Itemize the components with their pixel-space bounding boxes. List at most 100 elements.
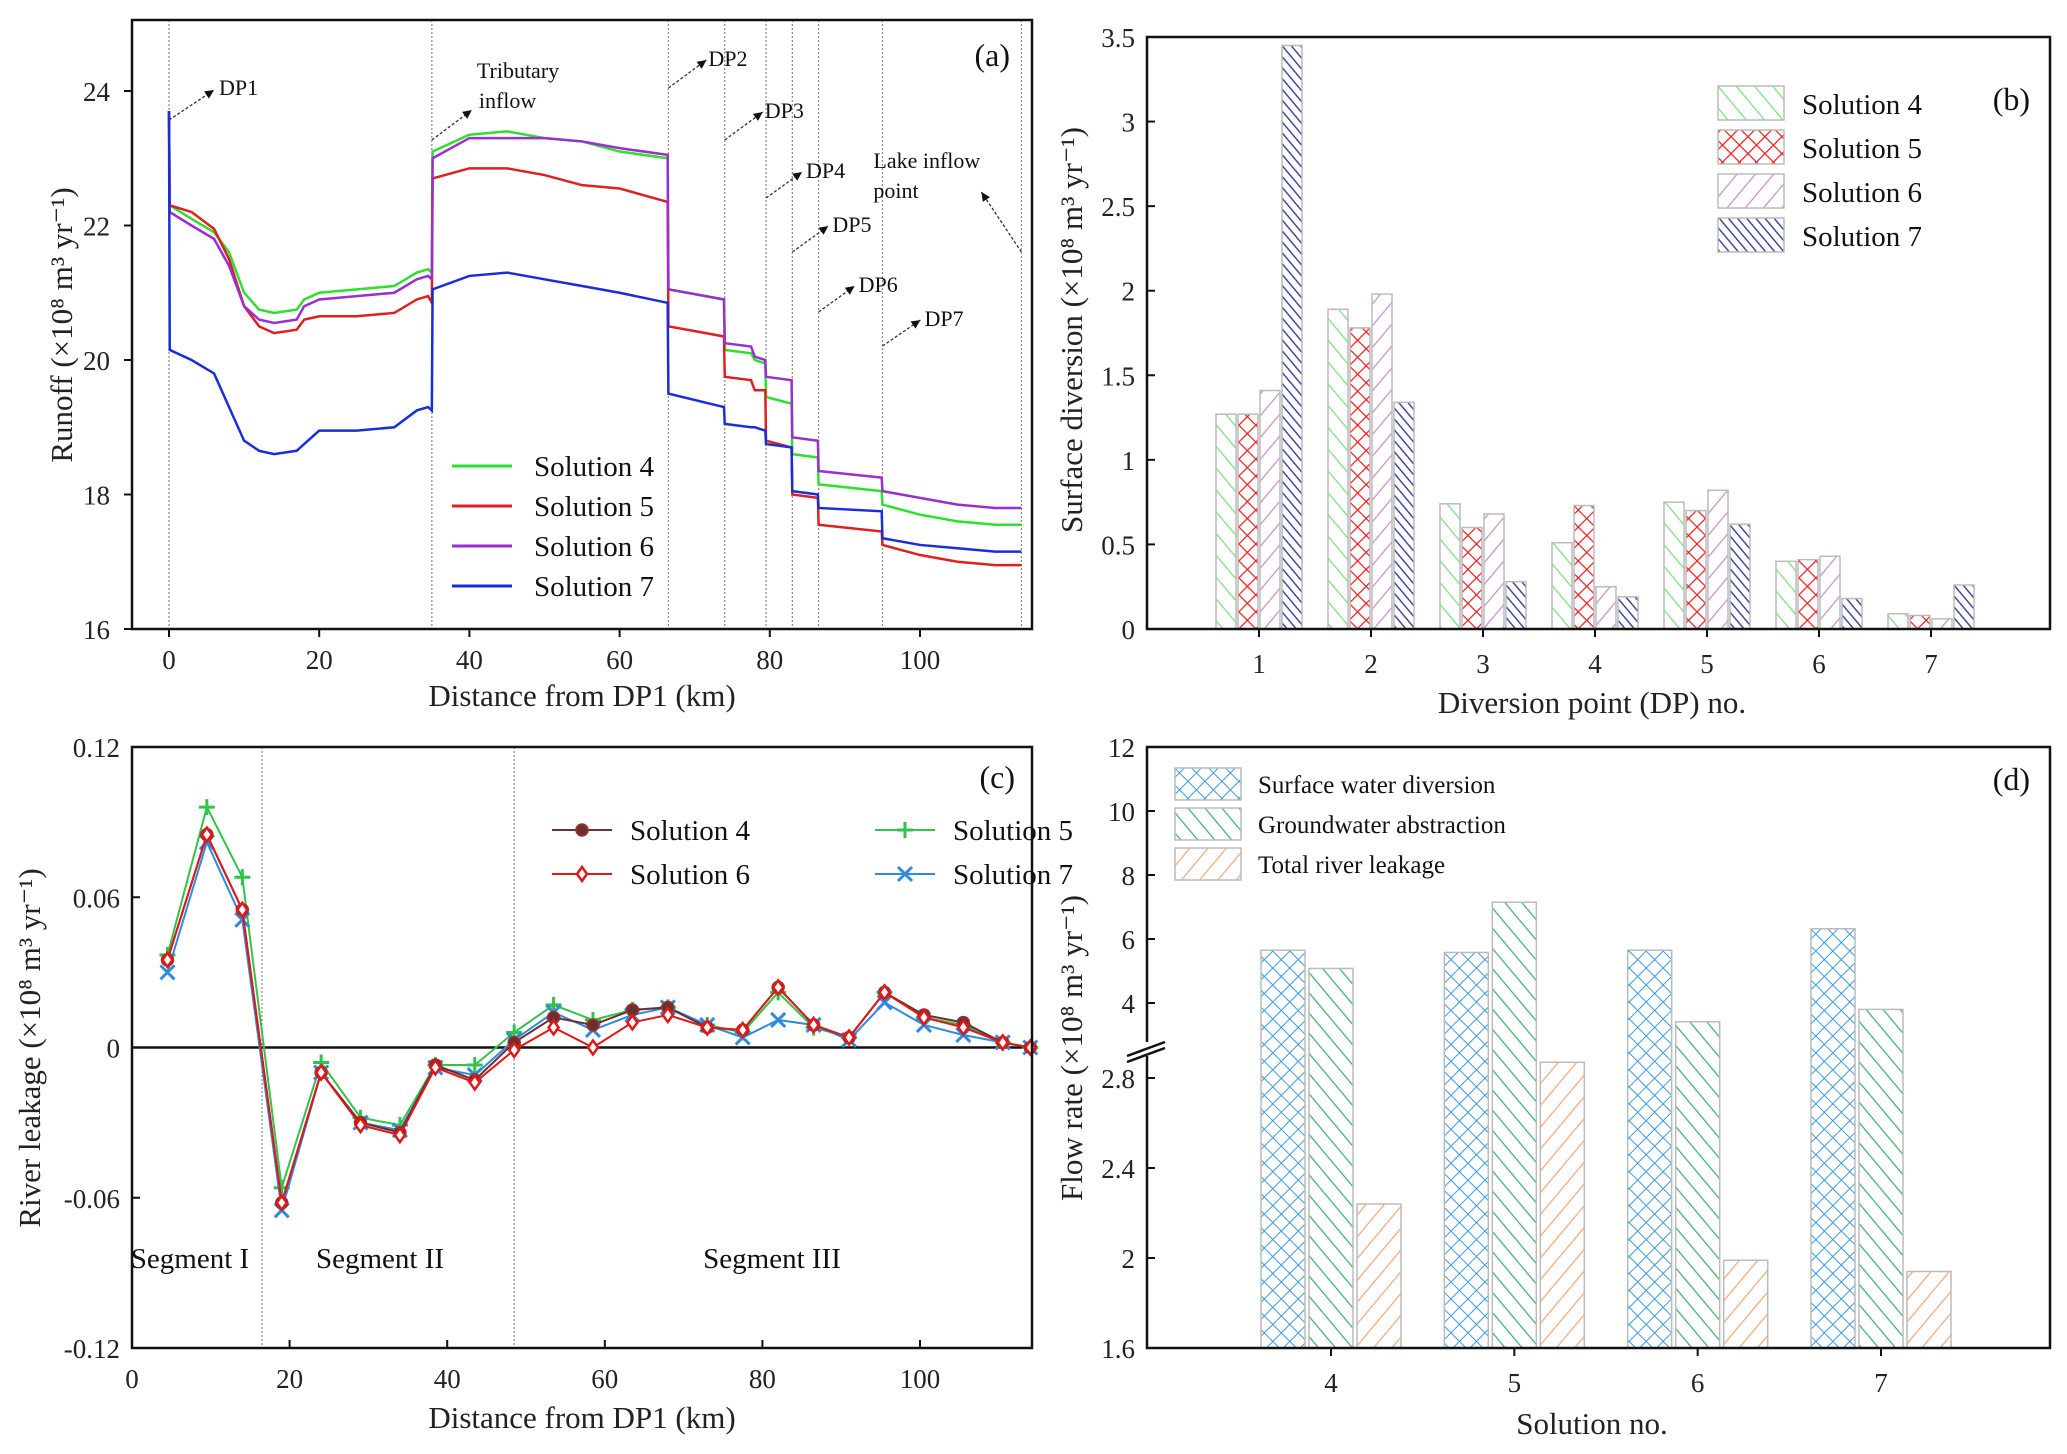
marker-diamond xyxy=(393,1125,407,1145)
y-axis-label: Flow rate (×10⁸ m³ yr⁻¹) xyxy=(1054,895,1089,1201)
y-tick-label: 0.12 xyxy=(73,733,120,763)
bar-solution-4-dp2 xyxy=(1327,308,1349,630)
bar-solution-6-dp6 xyxy=(1819,555,1841,630)
bar-total-river-leakage-solution-4 xyxy=(1356,1203,1402,1349)
x-tick-label: 7 xyxy=(1874,1368,1888,1398)
annotation-label: DP6 xyxy=(859,272,898,297)
marker-diamond xyxy=(917,1008,931,1027)
x-tick-label: 5 xyxy=(1700,649,1714,679)
y-tick-label: 12 xyxy=(1108,733,1135,763)
x-tick-label: 60 xyxy=(606,645,633,675)
annotation-label: DP3 xyxy=(765,98,804,123)
y-tick-label: 0.06 xyxy=(73,883,120,913)
marker-diamond xyxy=(314,1063,328,1082)
annotation-arrow xyxy=(168,89,215,121)
bar-solution-7-dp3 xyxy=(1505,580,1527,630)
marker-plus xyxy=(466,1057,483,1074)
bar-solution-7-dp1 xyxy=(1281,44,1303,630)
segment-label: Segment II xyxy=(316,1243,444,1275)
y-tick-label: 2 xyxy=(1122,277,1136,307)
marker-diamond xyxy=(507,1040,521,1060)
x-axis-label: Diversion point (DP) no. xyxy=(1438,685,1746,720)
panel-label: (a) xyxy=(974,37,1010,73)
legend-label: Solution 7 xyxy=(1802,221,1922,253)
bar-solution-6-dp3 xyxy=(1483,513,1505,630)
bar-solution-7-dp6 xyxy=(1841,597,1863,630)
legend-swatch xyxy=(1174,767,1242,801)
series-line-solution-6 xyxy=(166,831,1031,1204)
bar-solution-6-dp1 xyxy=(1259,389,1281,630)
marker-diamond xyxy=(160,950,174,970)
bar-solution-5-dp1 xyxy=(1237,413,1259,630)
series-line-solution-5 xyxy=(167,111,1022,567)
y-tick-label: -0.12 xyxy=(64,1334,120,1364)
x-tick-label: 5 xyxy=(1508,1368,1522,1398)
marker-circle xyxy=(575,823,589,837)
arrowhead-icon xyxy=(818,226,829,235)
bar-groundwater-abstraction-solution-4 xyxy=(1308,967,1354,1349)
y-tick-label: -0.06 xyxy=(64,1184,120,1214)
marker-diamond xyxy=(700,1018,714,1037)
y-tick-label: 0 xyxy=(107,1034,121,1064)
marker-diamond xyxy=(661,1005,675,1025)
annotation-label: DP5 xyxy=(832,212,871,237)
x-tick-label: 6 xyxy=(1691,1368,1705,1398)
legend-label: Groundwater abstraction xyxy=(1258,812,1506,839)
marker-x xyxy=(234,911,251,928)
y-tick-label: 6 xyxy=(1122,925,1136,955)
y-tick-label: 2 xyxy=(1122,1244,1136,1274)
x-tick-label: 100 xyxy=(900,1364,941,1394)
arrowhead-icon xyxy=(752,112,763,121)
annotation-label: Tributary xyxy=(477,58,559,83)
bar-solution-4-dp6 xyxy=(1775,560,1797,630)
x-axis-label: Distance from DP1 (km) xyxy=(428,678,735,713)
y-tick-label: 1 xyxy=(1122,446,1136,476)
annotation-label: DP1 xyxy=(219,75,258,100)
marker-diamond xyxy=(353,1115,368,1135)
x-tick-label: 80 xyxy=(756,645,783,675)
panel-label: (d) xyxy=(1993,761,2030,797)
marker-diamond xyxy=(625,1013,639,1032)
legend-label: Solution 5 xyxy=(953,815,1073,847)
marker-diamond xyxy=(842,1028,856,1047)
legend-label: Solution 6 xyxy=(1802,177,1922,209)
legend-label: Solution 6 xyxy=(534,531,654,563)
legend-swatch xyxy=(1717,173,1785,209)
marker-diamond xyxy=(878,983,892,1002)
y-tick-label: 1.6 xyxy=(1101,1334,1135,1364)
bar-solution-5-dp4 xyxy=(1573,504,1595,630)
y-tick-label: 8 xyxy=(1122,861,1136,891)
bar-solution-6-dp4 xyxy=(1595,585,1617,630)
bar-solution-7-dp4 xyxy=(1617,596,1639,630)
y-tick-label: 18 xyxy=(83,481,110,511)
bar-solution-7-dp7 xyxy=(1953,584,1975,630)
marker-diamond xyxy=(547,1018,561,1037)
y-axis-label: Runoff (×10⁸ m³ yr⁻¹) xyxy=(44,187,79,462)
marker-diamond xyxy=(956,1018,970,1037)
marker-x xyxy=(896,865,914,883)
arrowhead-icon xyxy=(462,110,472,119)
panel-label: (c) xyxy=(979,759,1015,795)
legend-label: Solution 5 xyxy=(1802,133,1922,165)
bar-groundwater-abstraction-solution-5 xyxy=(1491,901,1538,1349)
marker-diamond xyxy=(575,864,589,884)
annotation-arrow xyxy=(668,59,707,89)
legend-label: Solution 4 xyxy=(534,451,655,483)
x-axis-label: Distance from DP1 (km) xyxy=(428,1400,735,1435)
annotation-label: DP7 xyxy=(924,306,963,331)
x-tick-label: 20 xyxy=(306,645,333,675)
x-tick-label: 4 xyxy=(1324,1368,1338,1398)
plot-frame xyxy=(130,18,1034,631)
axis-break-icon xyxy=(1126,1046,1166,1064)
bar-solution-4-dp5 xyxy=(1663,501,1685,630)
legend-label: Solution 5 xyxy=(534,491,654,523)
arrowhead-icon xyxy=(696,60,707,69)
bar-solution-6-dp2 xyxy=(1371,293,1393,630)
bar-surface-water-diversion-solution-4 xyxy=(1260,949,1306,1349)
axis-break-icon xyxy=(1126,1040,1166,1058)
bar-total-river-leakage-solution-5 xyxy=(1539,1061,1586,1349)
bar-surface-water-diversion-solution-6 xyxy=(1626,949,1673,1349)
x-tick-label: 20 xyxy=(276,1364,303,1394)
x-tick-label: 100 xyxy=(900,645,941,675)
